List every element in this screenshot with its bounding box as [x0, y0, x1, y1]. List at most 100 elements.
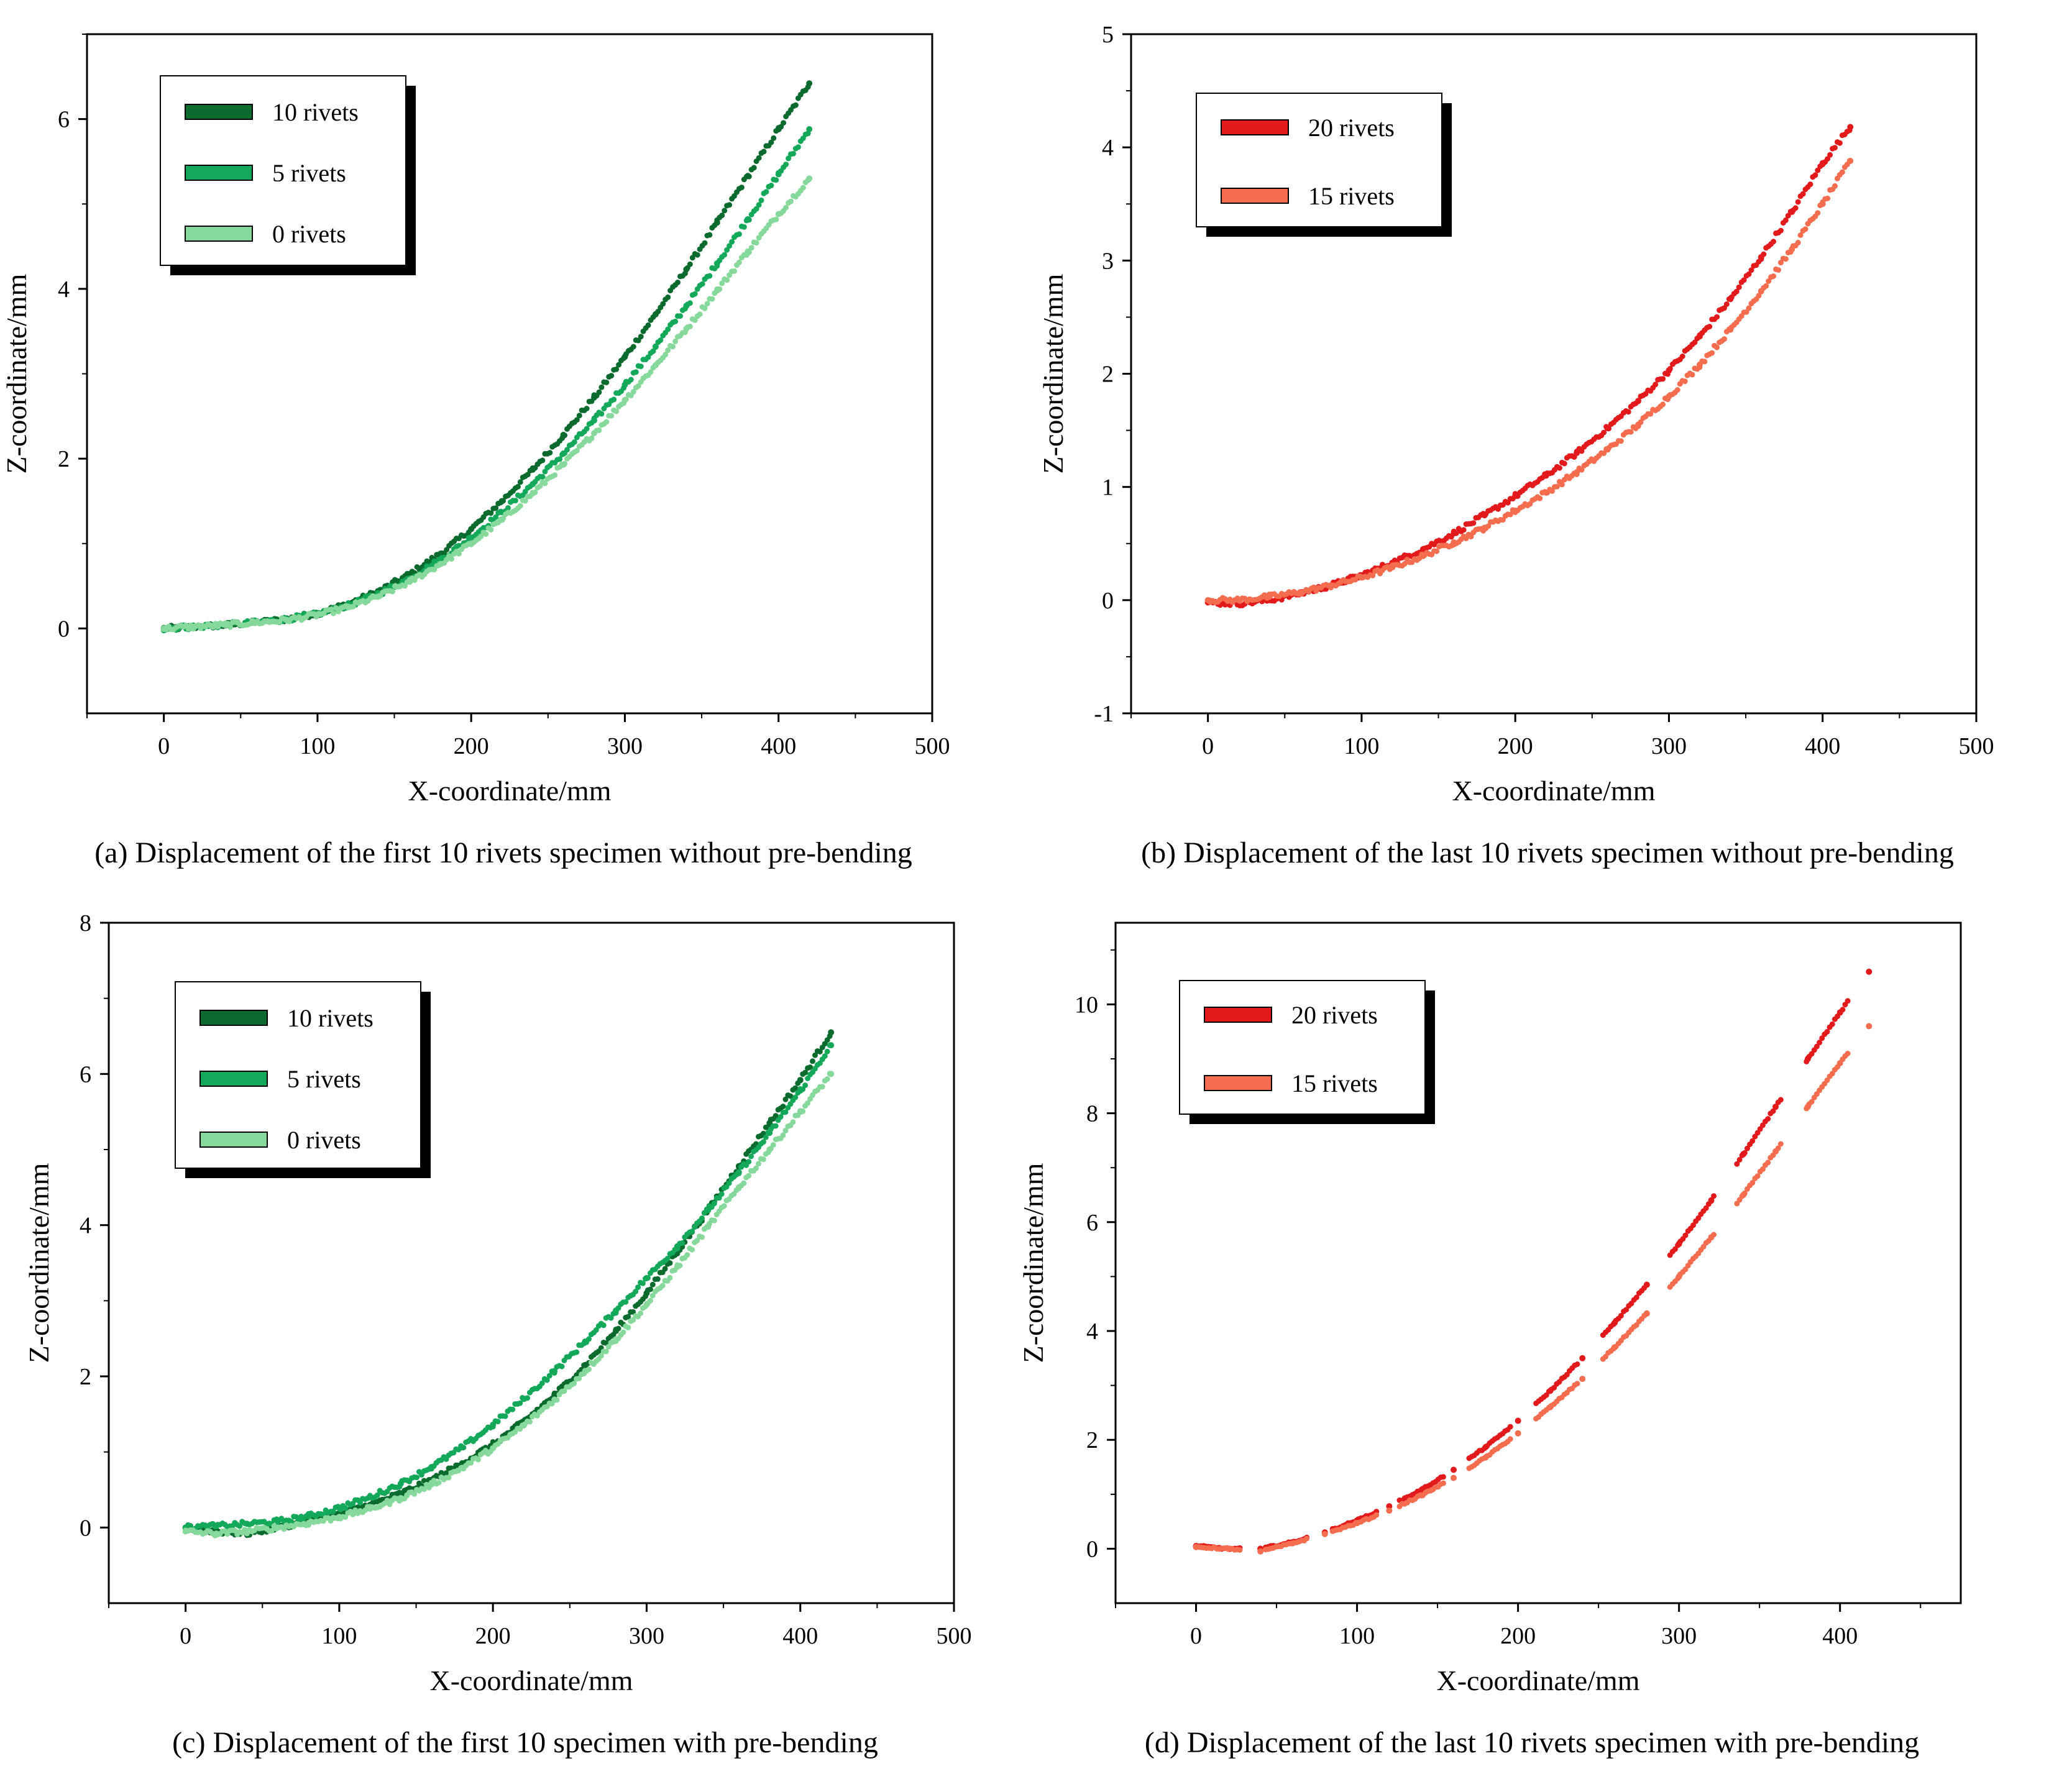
data-marker — [772, 1113, 779, 1119]
data-marker — [350, 603, 356, 610]
data-marker — [446, 1475, 452, 1481]
data-marker — [493, 514, 499, 520]
data-marker — [633, 1289, 639, 1294]
legend-label: 20 rivets — [1308, 114, 1395, 142]
data-marker — [805, 177, 811, 183]
data-marker — [756, 202, 762, 208]
legend-swatch — [1221, 188, 1289, 204]
y-tick-label: 2 — [58, 446, 70, 472]
data-marker — [711, 1217, 717, 1223]
data-point — [1451, 1466, 1457, 1473]
data-marker — [1601, 450, 1607, 456]
data-marker — [782, 1109, 789, 1115]
data-marker — [421, 1486, 427, 1493]
data-marker — [616, 362, 622, 368]
data-marker — [763, 1134, 769, 1140]
data-marker — [1802, 226, 1808, 232]
data-marker — [557, 456, 563, 462]
data-marker — [635, 1284, 641, 1291]
data-marker — [664, 1256, 671, 1261]
data-marker — [426, 1484, 432, 1491]
data-marker — [717, 286, 723, 292]
data-marker — [817, 1049, 823, 1054]
data-marker — [670, 344, 676, 350]
data-marker — [1748, 267, 1754, 273]
data-marker — [502, 1413, 508, 1419]
data-marker — [1812, 172, 1818, 178]
data-marker — [805, 84, 811, 90]
data-marker — [654, 1276, 661, 1282]
data-marker — [576, 1375, 582, 1381]
data-marker — [638, 364, 644, 370]
x-tick-label: 100 — [1339, 1623, 1375, 1649]
legend-label: 20 rivets — [1291, 1001, 1378, 1029]
x-tick-label: 0 — [1190, 1623, 1202, 1649]
y-tick-label: 0 — [80, 1515, 91, 1541]
x-axis-label: X-coordinate/mm — [408, 775, 611, 807]
y-tick-label: 6 — [80, 1061, 91, 1087]
data-marker — [586, 1336, 592, 1342]
data-marker — [721, 1203, 727, 1209]
data-marker — [517, 1400, 523, 1406]
data-marker — [1734, 1161, 1740, 1167]
data-marker — [771, 135, 777, 141]
data-marker — [1744, 1145, 1750, 1151]
data-marker — [1574, 472, 1580, 477]
data-marker — [554, 1397, 560, 1403]
data-marker — [1559, 482, 1565, 488]
data-marker — [795, 144, 801, 150]
data-marker — [544, 1377, 550, 1383]
data-marker — [1840, 1007, 1846, 1013]
data-marker — [719, 213, 725, 219]
data-marker — [649, 1281, 656, 1287]
x-tick-label: 100 — [321, 1623, 357, 1649]
data-marker — [736, 1171, 742, 1176]
data-marker — [1638, 419, 1644, 425]
data-marker — [1711, 1232, 1717, 1238]
data-marker — [653, 344, 659, 350]
data-marker — [694, 252, 700, 258]
data-marker — [1507, 1436, 1513, 1442]
data-marker — [542, 480, 548, 487]
data-marker — [712, 222, 718, 228]
data-marker — [1795, 199, 1801, 205]
data-marker — [790, 1119, 796, 1125]
data-marker — [1618, 438, 1624, 444]
data-marker — [630, 344, 636, 350]
data-marker — [662, 352, 669, 358]
data-point — [1866, 1023, 1873, 1030]
data-marker — [1804, 1105, 1810, 1112]
data-marker — [539, 1380, 545, 1386]
data-marker — [517, 479, 523, 485]
data-marker — [620, 1329, 626, 1335]
chart-b: 0 100 200 300 400 500 -1 0 1 2 3 4 5 X-coordinate/mm Z… — [1037, 22, 1994, 869]
data-point — [1386, 1503, 1393, 1510]
data-marker — [1736, 284, 1742, 290]
data-marker — [797, 1077, 804, 1084]
data-point — [1515, 1417, 1521, 1424]
data-marker — [773, 216, 779, 222]
data-marker — [718, 1191, 725, 1197]
data-marker — [682, 329, 688, 336]
data-marker — [758, 197, 764, 203]
data-marker — [787, 1093, 794, 1099]
data-marker — [756, 1161, 761, 1167]
x-tick-label: 100 — [1344, 733, 1379, 759]
data-marker — [1440, 1474, 1446, 1480]
data-marker — [1795, 239, 1801, 245]
data-marker — [800, 1108, 806, 1114]
data-marker — [1741, 1150, 1748, 1156]
data-marker — [397, 1484, 403, 1490]
data-marker — [697, 311, 703, 318]
data-marker — [1778, 260, 1784, 266]
data-marker — [1682, 1232, 1689, 1238]
data-marker — [736, 231, 742, 237]
data-marker — [625, 1324, 631, 1330]
data-marker — [623, 396, 629, 402]
data-marker — [571, 439, 577, 445]
data-marker — [633, 369, 639, 375]
data-marker — [603, 380, 610, 385]
chart-caption: (c) Displacement of the first 10 specime… — [172, 1726, 878, 1759]
data-marker — [658, 337, 664, 343]
data-marker — [783, 204, 789, 211]
